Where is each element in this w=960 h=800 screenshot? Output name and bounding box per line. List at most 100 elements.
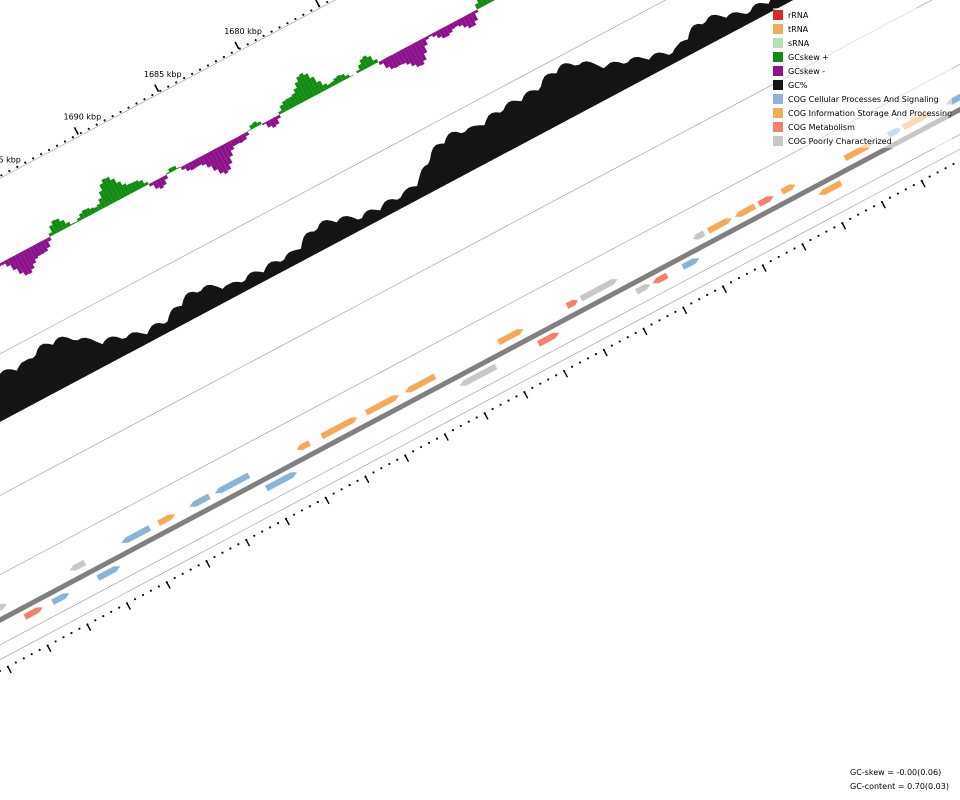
gc-skew-negative-bar xyxy=(25,248,37,265)
gene-arrow xyxy=(635,284,651,295)
legend-label: GCskew + xyxy=(788,52,830,62)
guide-line xyxy=(0,0,336,179)
scale-dot xyxy=(151,93,154,97)
scale-dot xyxy=(634,331,637,335)
gc-skew-negative-bar xyxy=(194,157,202,167)
scale-dot xyxy=(62,636,65,639)
gc-skew-positive-bar xyxy=(101,178,117,203)
scale-dot xyxy=(173,576,176,580)
gc-skew-positive-bar xyxy=(316,80,326,93)
gc-skew-positive-bar xyxy=(98,197,107,209)
scale-dot xyxy=(944,167,947,170)
gene-arrow xyxy=(157,514,176,526)
scale-dot xyxy=(594,353,598,356)
gene-arrow xyxy=(652,272,669,284)
gc-skew-positive-bar xyxy=(366,55,375,66)
gc-skew-positive-bar xyxy=(51,219,61,233)
gc-skew-negative-bar xyxy=(434,30,442,39)
gc-skew-positive-bar xyxy=(336,74,343,83)
legend-item: COG Metabolism xyxy=(773,120,952,134)
scale-dot xyxy=(24,161,27,164)
gc-skew-negative-bar xyxy=(392,52,403,66)
gc-skew-positive-bar xyxy=(373,58,379,64)
track-guide-lines xyxy=(0,0,960,660)
scale-dot xyxy=(229,547,232,550)
legend-swatch xyxy=(773,52,783,62)
legend-swatch xyxy=(773,136,783,146)
scale-dot xyxy=(294,17,297,21)
scale-dot xyxy=(111,115,114,118)
gc-skew-negative-bar xyxy=(244,131,250,137)
outer-tick xyxy=(801,243,807,251)
legend: rRNA tRNA sRNA GCskew + GCskew - GC% COG… xyxy=(773,8,953,148)
scale-dot xyxy=(70,631,73,635)
outer-tick xyxy=(364,476,370,484)
scale-dot xyxy=(237,543,240,546)
scale-dot xyxy=(16,165,19,168)
gc-skew-negative-bar xyxy=(162,174,169,180)
scale-dot xyxy=(491,407,494,411)
gc-skew-negative-bar xyxy=(265,120,272,128)
scale-dot xyxy=(55,144,59,147)
gc-skew-positive-bar xyxy=(134,180,142,190)
gc-skew-negative-bar xyxy=(155,178,164,189)
gc-skew-positive-bar xyxy=(345,74,351,79)
gc-skew-negative-bar xyxy=(452,20,459,28)
outer-tick xyxy=(86,624,92,632)
scale-dot xyxy=(310,9,313,12)
scale-dot xyxy=(769,260,772,263)
gene-arrow xyxy=(497,329,524,346)
scale-dot xyxy=(135,102,138,105)
scale-dot xyxy=(30,652,33,656)
outer-tick xyxy=(444,434,449,441)
outer-tick xyxy=(126,603,131,610)
scale-dot xyxy=(372,471,375,474)
gc-skew-negative-bar xyxy=(180,165,186,171)
scale-dot xyxy=(0,669,2,673)
feature-track xyxy=(0,93,960,620)
scale-dot xyxy=(459,424,462,428)
scale-dot xyxy=(32,157,35,160)
legend-label: COG Metabolism xyxy=(788,122,855,132)
gc-skew-negative-bar xyxy=(445,24,453,34)
gc-skew-negative-bar xyxy=(230,139,237,147)
scale-dot xyxy=(785,251,788,254)
gc-skew-negative-bar xyxy=(219,144,233,165)
gc-skew-negative-bar xyxy=(431,32,437,38)
gc-skew-positive-bar xyxy=(481,0,488,6)
scale-dot xyxy=(78,627,81,630)
scale-dot xyxy=(40,153,43,156)
gc-skew-positive-bar xyxy=(252,121,259,128)
gc-skew-positive-bar xyxy=(76,217,82,222)
gc-skew-positive-bar xyxy=(138,179,146,188)
scale-dot xyxy=(143,98,146,101)
scale-dot xyxy=(157,585,160,588)
gc-skew-positive-bar xyxy=(70,222,75,226)
gc-skew-positive-bar xyxy=(327,83,333,89)
legend-label: rRNA xyxy=(788,10,809,20)
scale-dot xyxy=(793,247,796,250)
scale-dot xyxy=(133,598,137,601)
scale-dot xyxy=(427,441,431,444)
scale-dot xyxy=(316,500,319,504)
gc-skew-positive-bar xyxy=(93,206,100,213)
tick-label: 1680 kbp xyxy=(224,27,262,36)
gc-skew-track xyxy=(0,0,496,276)
gc-skew-negative-bar xyxy=(215,146,232,171)
legend-label: COG Poorly Characterized xyxy=(788,136,892,146)
scale-dot xyxy=(888,196,892,199)
scale-dot xyxy=(278,26,281,29)
gc-skew-negative-bar xyxy=(381,58,390,69)
scale-dot xyxy=(214,60,218,63)
scale-dot xyxy=(326,0,329,4)
gc-skew-negative-bar xyxy=(403,47,416,67)
scale-dot xyxy=(127,106,130,109)
gc-skew-negative-bar xyxy=(396,50,406,65)
scale-dot xyxy=(54,640,57,643)
scale-dot xyxy=(94,619,97,622)
scale-dot xyxy=(159,89,162,92)
scale-dot xyxy=(475,416,478,419)
gc-skew-negative-bar xyxy=(449,22,456,30)
gc-skew-positive-bar xyxy=(330,80,336,87)
